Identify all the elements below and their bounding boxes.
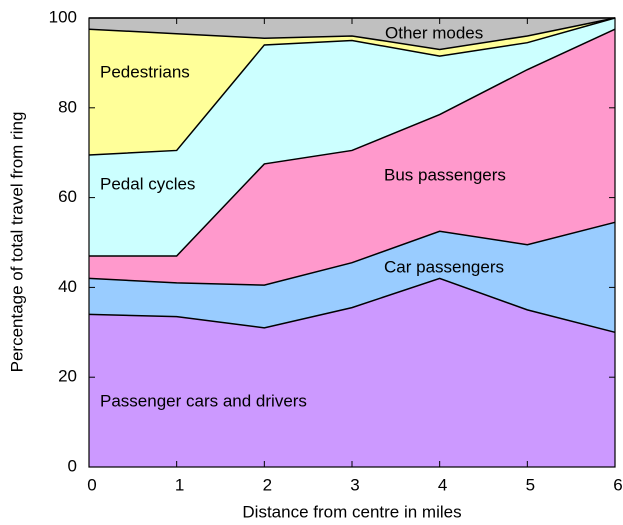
x-tick-label: 1 bbox=[175, 475, 184, 494]
x-tick-label: 4 bbox=[438, 475, 447, 494]
y-tick-label: 40 bbox=[58, 277, 77, 296]
y-tick-label: 20 bbox=[58, 367, 77, 386]
area bbox=[89, 29, 615, 286]
series-label: Pedal cycles bbox=[100, 174, 195, 193]
area-boundary bbox=[88, 17, 616, 51]
series-label: Car passengers bbox=[384, 257, 504, 276]
series-label: Passenger cars and drivers bbox=[100, 391, 307, 410]
area bbox=[89, 222, 615, 333]
area bbox=[89, 18, 615, 50]
series-label: Bus passengers bbox=[384, 165, 506, 184]
x-tick-label: 6 bbox=[613, 475, 622, 494]
x-tick-label: 0 bbox=[87, 475, 96, 494]
area bbox=[89, 18, 615, 155]
series-label: Other modes bbox=[385, 23, 483, 42]
y-tick-label: 100 bbox=[49, 7, 77, 26]
area bbox=[89, 18, 615, 256]
x-axis-title: Distance from centre in miles bbox=[242, 502, 461, 521]
area-boundary bbox=[88, 17, 616, 156]
y-axis-title: Percentage of total travel from ring bbox=[7, 112, 26, 373]
y-tick-label: 80 bbox=[58, 97, 77, 116]
series-label: Pedestrians bbox=[100, 62, 190, 81]
area-boundary bbox=[88, 221, 616, 286]
area-boundary bbox=[88, 277, 616, 334]
x-tick-label: 2 bbox=[263, 475, 272, 494]
x-tick-label: 5 bbox=[526, 475, 535, 494]
x-tick-label: 3 bbox=[350, 475, 359, 494]
y-tick-label: 0 bbox=[68, 456, 77, 475]
area bbox=[89, 278, 615, 467]
area-boundary bbox=[89, 28, 616, 257]
y-tick-label: 60 bbox=[58, 187, 77, 206]
